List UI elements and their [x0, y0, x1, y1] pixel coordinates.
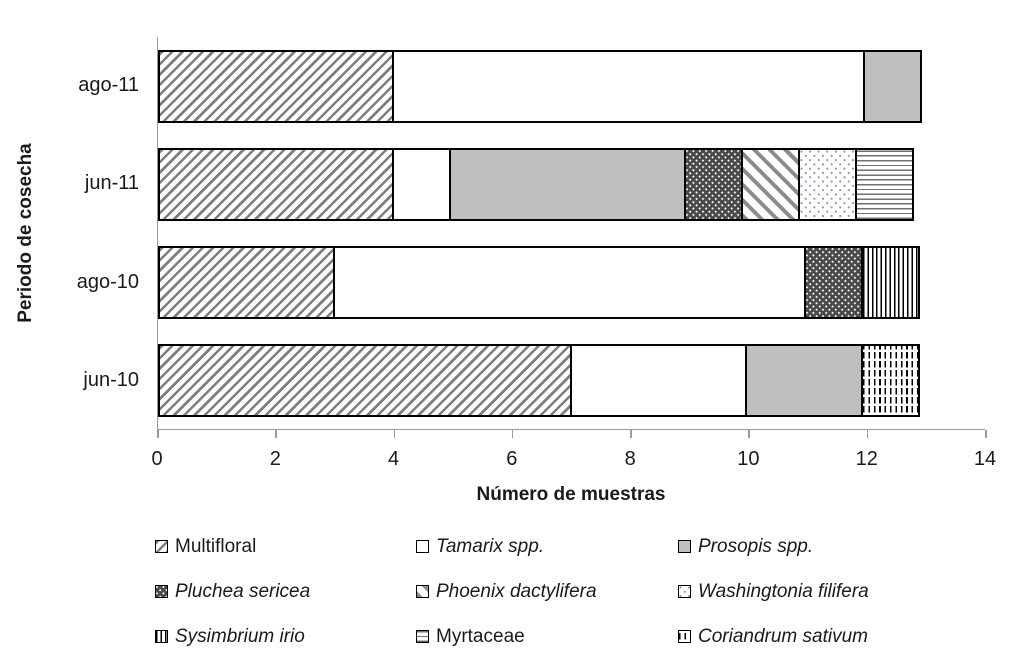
legend-label-multifloral: Multifloral [175, 535, 257, 557]
bar-segment-pluchea-sericea [683, 147, 743, 221]
bar-segment-myrtaceae [854, 147, 914, 221]
x-tick-mark [985, 430, 987, 438]
bar-segment-prosopis-spp [449, 147, 686, 221]
legend-label-washingtonia-filifera: Washingtonia filifera [698, 580, 869, 602]
bar-segment-washingtonia-filifera [797, 147, 857, 221]
legend-swatch-prosopis-spp [678, 540, 691, 553]
legend-label-coriandrum-sativum: Coriandrum sativum [698, 625, 868, 647]
bar-segment-prosopis-spp [744, 344, 863, 418]
x-tick-mark [748, 430, 750, 438]
x-tick-mark [275, 430, 277, 438]
bar-segment-tamarix-spp [569, 344, 747, 418]
legend-swatch-tamarix-spp [416, 540, 429, 553]
bar-row-ago-11 [158, 49, 985, 123]
bar-segment-multifloral [158, 246, 336, 320]
legend-swatch-myrtaceae [416, 630, 429, 643]
legend-item-pluchea-sericea: Pluchea sericea [155, 569, 416, 614]
bar-segment-pluchea-sericea [803, 246, 863, 320]
legend-item-myrtaceae: Myrtaceae [416, 614, 678, 659]
x-tick-label-14: 14 [973, 448, 997, 470]
legend-item-prosopis-spp: Prosopis spp. [678, 524, 995, 569]
legend-item-phoenix-dactylifera: Phoenix dactylifera [416, 569, 678, 614]
x-tick-label-4: 4 [388, 448, 400, 470]
y-category-label-jun-11: jun-11 [84, 172, 139, 195]
legend-item-coriandrum-sativum: Coriandrum sativum [678, 614, 995, 659]
x-tick-mark [157, 430, 159, 438]
legend-swatch-phoenix-dactylifera [416, 585, 429, 598]
legend-label-phoenix-dactylifera: Phoenix dactylifera [436, 580, 597, 602]
legend-swatch-sysimbrium-irio [155, 630, 168, 643]
legend-swatch-pluchea-sericea [155, 585, 168, 598]
bar-segment-coriandrum-sativum [860, 344, 920, 418]
bar-row-ago-10 [158, 246, 985, 320]
x-tick-label-0: 0 [151, 448, 163, 470]
chart-legend: Multifloral Tamarix spp. Prosopis spp. Pluc… [155, 524, 995, 659]
x-tick-label-10: 10 [737, 448, 760, 470]
x-tick-label-12: 12 [855, 448, 878, 470]
legend-swatch-coriandrum-sativum [678, 630, 691, 643]
x-tick-mark [630, 430, 632, 438]
x-axis-title: Número de muestras [476, 484, 666, 505]
legend-label-tamarix-spp: Tamarix spp. [436, 535, 545, 557]
x-tick-label-2: 2 [269, 448, 281, 470]
legend-label-prosopis-spp: Prosopis spp. [698, 535, 814, 557]
plot-area [157, 37, 985, 430]
bar-segment-multifloral [158, 49, 395, 123]
legend-swatch-multifloral [155, 540, 168, 553]
bar-segment-tamarix-spp [392, 147, 452, 221]
x-tick-mark [866, 430, 869, 438]
bar-segment-prosopis-spp [862, 49, 922, 123]
x-tick-label-6: 6 [506, 448, 518, 470]
y-category-label-jun-10: jun-10 [83, 368, 139, 391]
legend-item-tamarix-spp: Tamarix spp. [416, 524, 678, 569]
legend-label-myrtaceae: Myrtaceae [436, 625, 525, 647]
bar-segment-phoenix-dactylifera [740, 147, 800, 221]
legend-item-washingtonia-filifera: Washingtonia filifera [678, 569, 995, 614]
bar-segment-tamarix-spp [333, 246, 806, 320]
legend-item-sysimbrium-irio: Sysimbrium irio [155, 614, 416, 659]
x-tick-mark [511, 430, 514, 438]
bar-segment-multifloral [158, 344, 572, 418]
x-tick-label-8: 8 [624, 448, 636, 470]
legend-item-multifloral: Multifloral [155, 524, 416, 569]
bar-row-jun-11 [158, 147, 985, 221]
legend-swatch-washingtonia-filifera [678, 585, 691, 598]
y-category-label-ago-10: ago-10 [76, 270, 139, 293]
y-axis-category-labels: ago-11 jun-11 ago-10 jun-10 [0, 37, 148, 430]
bar-row-jun-10 [158, 344, 985, 418]
legend-label-pluchea-sericea: Pluchea sericea [175, 580, 311, 602]
x-tick-mark [393, 430, 396, 438]
legend-label-sysimbrium-irio: Sysimbrium irio [175, 625, 305, 647]
bar-segment-sysimbrium-irio [860, 246, 920, 320]
bar-segment-multifloral [158, 147, 395, 221]
bar-segment-tamarix-spp [392, 49, 865, 123]
y-category-label-ago-11: ago-11 [78, 74, 139, 97]
